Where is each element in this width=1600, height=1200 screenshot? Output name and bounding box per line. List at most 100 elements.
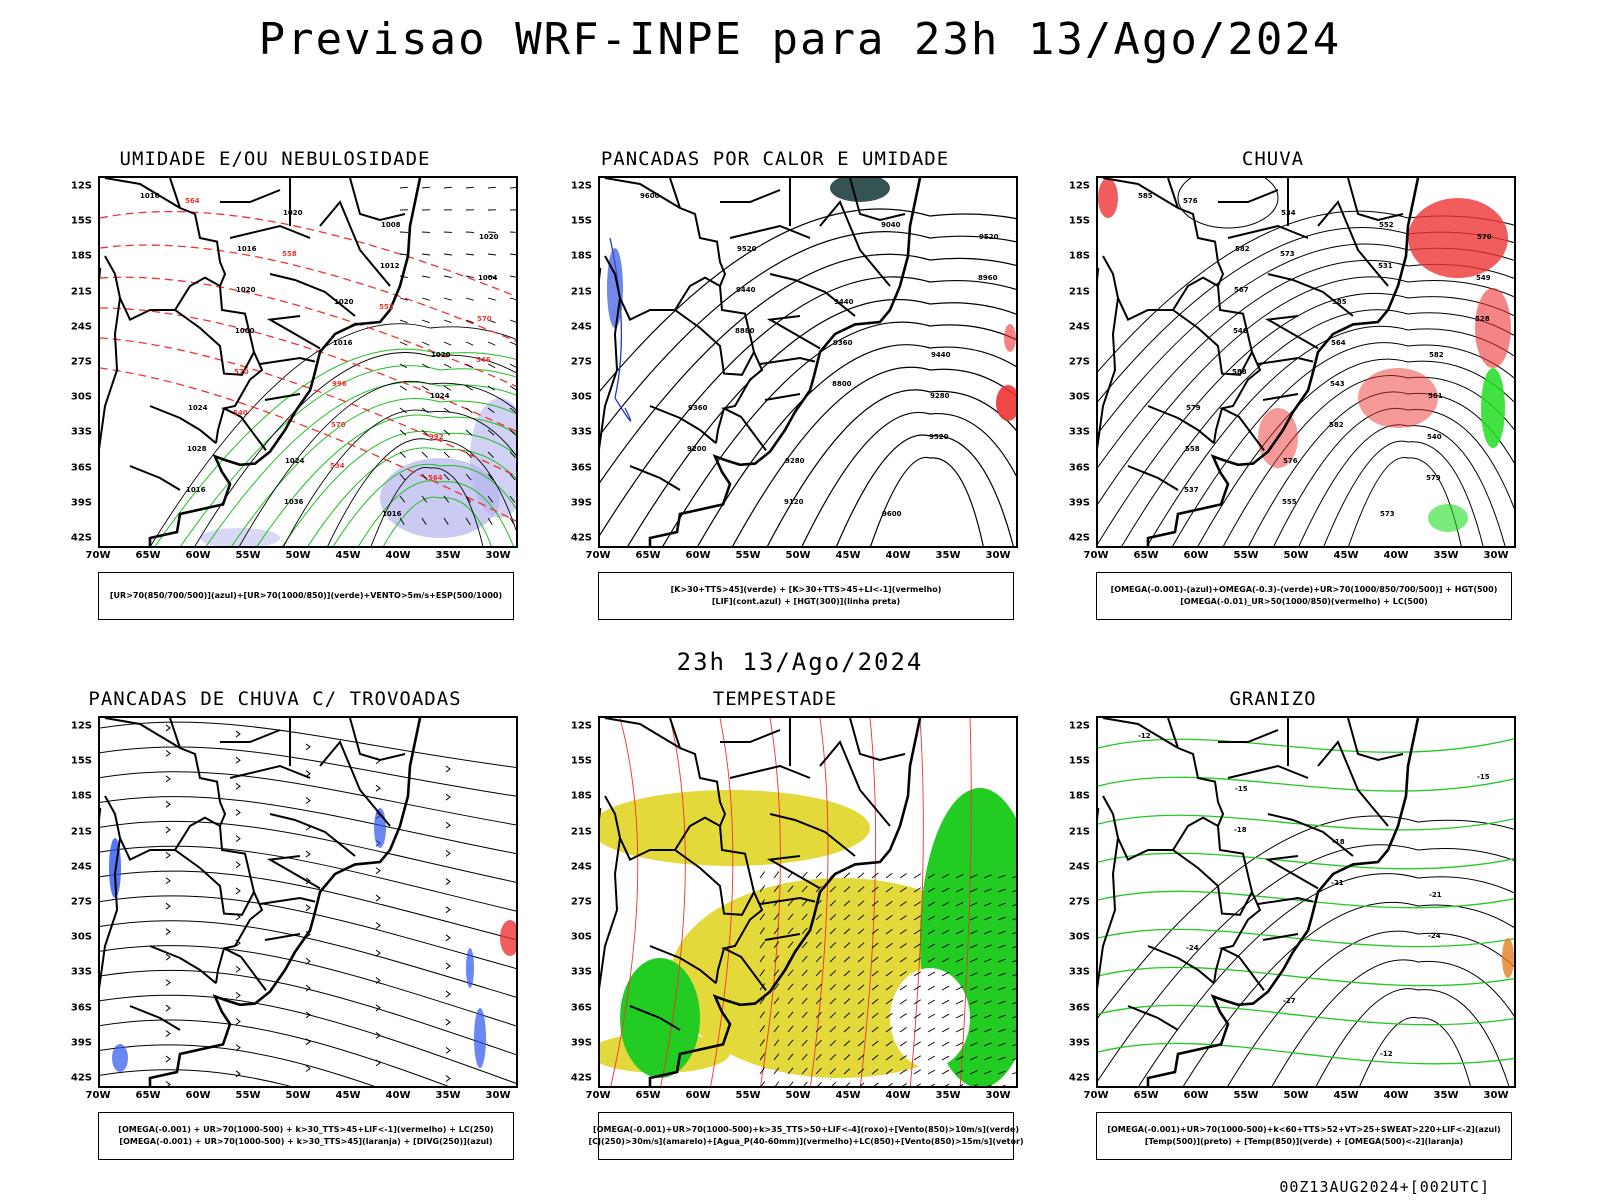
wind-vector [787,969,794,977]
contour-label: 570 [234,368,249,376]
wind-vector [913,1041,921,1047]
latitude-label: 36S [1068,462,1090,474]
wind-vector [787,899,794,907]
forecast-panel: UMIDADE E/OU NEBULOSIDADE 12S 15S 18S 21S 24S… [30,148,520,628]
wind-vector [955,1000,964,1005]
wind-vector [759,1025,766,1033]
wind-vector [1011,1058,1016,1061]
state-border [1102,795,1219,861]
legend-text: [OMEGA(-0.01)_UR>50(1000/850)(vermelho) … [1180,597,1428,606]
wind-vector [421,517,427,525]
isoline [282,430,516,546]
longitude-label: 50W [1283,1090,1309,1101]
wind-vector [801,1011,808,1019]
wind-vector [787,997,794,1005]
latitude-label: 21S [70,286,92,298]
streamline-arrow [165,877,171,885]
wind-vector [969,916,978,921]
contour-label: 9280 [930,392,950,400]
wind-vector [913,1069,921,1075]
state-border [104,795,221,861]
wind-vector [421,451,428,458]
wind-vector [759,927,766,935]
main-title: Previsao WRF-INPE para 23h 13/Ago/2024 [258,14,1342,65]
wind-vector [421,275,430,279]
thickness-line [100,307,516,432]
wind-vector [857,1068,865,1075]
streamline-arrow [376,1087,380,1088]
latitude-label: 30S [1068,391,1090,403]
latitude-label: 39S [70,497,92,509]
isoline [180,365,516,546]
wind-vector [1011,932,1016,935]
contour-label: 564 [1331,339,1346,347]
state-border [215,948,225,984]
streamline-arrow [165,902,171,910]
streamline [100,969,516,1056]
wind-vector [941,915,950,921]
map-frame [598,716,1018,1088]
wind-vector [843,998,851,1005]
shaded-area [1358,368,1438,428]
map-frame: 1016 1016 1020 1020 1024 1024 1016 1020 1020 1016… [98,176,518,548]
wind-vector [913,873,921,879]
streamline [100,895,516,969]
streamline-arrow [375,867,381,874]
longitude-label: 65W [635,1090,661,1101]
streamline-arrow [445,962,451,970]
coastline [1146,178,1420,546]
latitude-label: 15S [70,755,92,767]
wind-vector [843,970,851,977]
wind-vector [941,1069,950,1075]
wind-vector [857,1012,865,1019]
wind-vector [509,319,516,323]
latitude-label: 33S [570,966,592,978]
latitude-label: 24S [570,321,592,333]
state-border [629,465,681,491]
state-border [149,405,217,444]
wind-vector [815,983,822,991]
wind-vector [843,872,851,879]
longitude-label: 40W [385,550,411,561]
wind-vector [843,1026,851,1033]
wind-vector [443,451,450,458]
wind-vector [871,998,879,1005]
streamline-arrow [235,861,241,869]
contour-label: 1016 [186,486,206,494]
longitude-label: 35W [435,1090,461,1101]
contour-label: 1024 [430,392,450,400]
wind-vector [913,929,921,935]
wind-vector [983,1000,992,1005]
wind-vector [421,297,430,301]
wind-vector [941,1013,950,1019]
wind-vector [871,942,879,949]
state-border [266,855,321,890]
latitude-label: 42S [70,1072,92,1084]
contour-label: 1016 [382,510,402,518]
state-border [1218,729,1279,743]
state-border [1264,315,1319,350]
wind-vector [969,986,978,991]
wind-vector [983,1042,992,1047]
streamline-arrow [165,1081,171,1086]
wind-vector [829,900,837,907]
streamline-arrow [445,1075,451,1082]
legend-box: [UR>70(850/700/500)](azul)+[UR>70(1000/8… [98,572,514,620]
streamline-arrow [305,850,311,858]
wind-vector [997,874,1006,879]
isoline [600,253,1016,484]
state-border [629,1005,681,1031]
wind-vector [465,429,473,436]
wind-vector [465,341,474,346]
state-border [604,255,721,321]
latitude-label: 15S [570,755,592,767]
wind-vector [997,888,1006,893]
state-border [1147,945,1215,984]
wind-vector [843,942,851,949]
wind-vector [801,899,808,907]
streamline-arrow [445,850,451,857]
wind-vector [913,901,921,907]
wind-vector [843,886,851,893]
isoline [307,447,516,546]
longitude-label: 50W [285,550,311,561]
